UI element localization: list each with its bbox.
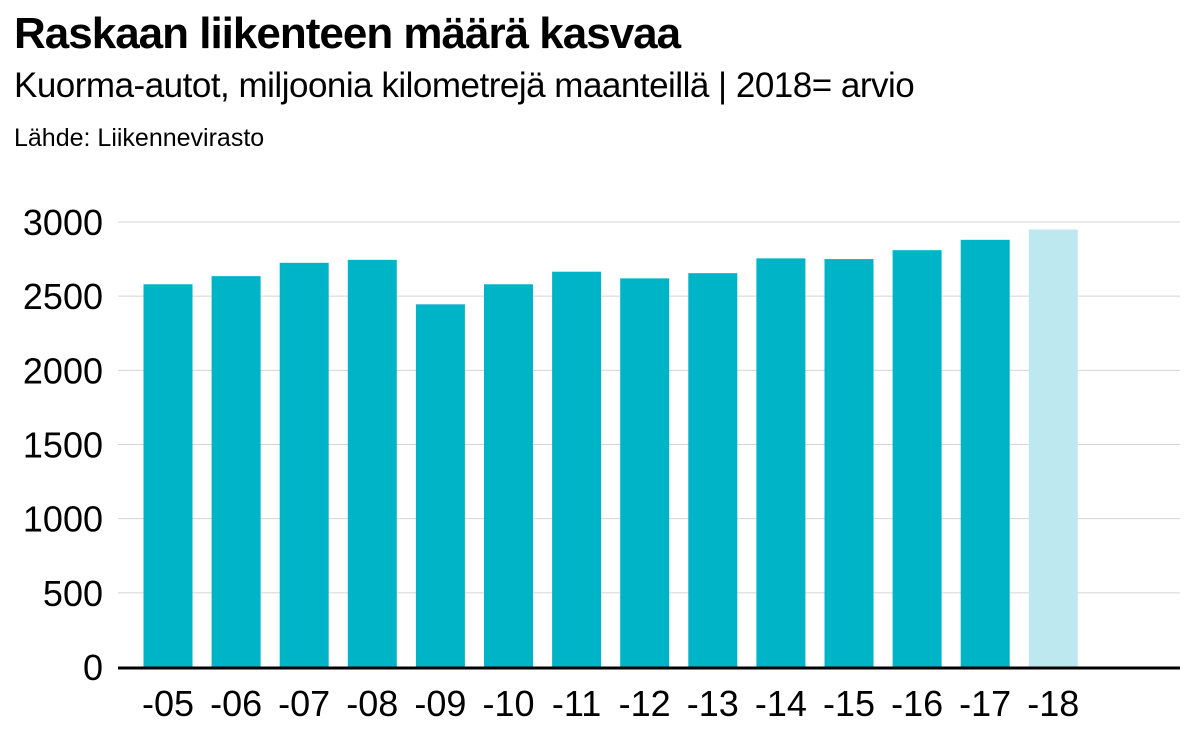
bar bbox=[688, 273, 738, 667]
y-tick-label: 1000 bbox=[23, 499, 103, 540]
x-axis-tick-labels: -05 -06 -07 -08 -09 -10 -11 -12 -13 -14 -15 -16 -17-… bbox=[142, 683, 1079, 724]
bar bbox=[756, 258, 806, 667]
x-tick-label: -05 bbox=[142, 683, 194, 724]
y-tick-label: 3000 bbox=[23, 202, 103, 243]
chart-subtitle: Kuorma-autot, miljoonia kilometrejä maan… bbox=[14, 66, 915, 105]
chart-title: Raskaan liikenteen määrä kasvaa bbox=[14, 9, 681, 58]
chart-source: Lähde: Liikennevirasto bbox=[14, 124, 265, 152]
x-tick-label: -11 bbox=[552, 683, 601, 724]
x-tick-label: -18 bbox=[1027, 683, 1079, 724]
bar bbox=[892, 250, 942, 667]
x-tick-label: -10 bbox=[482, 683, 534, 724]
bar bbox=[960, 239, 1010, 668]
y-tick-label: 2500 bbox=[23, 276, 103, 317]
bar bbox=[211, 276, 261, 667]
x-tick-label: -16 bbox=[891, 683, 943, 724]
bar bbox=[143, 284, 193, 667]
x-tick-label: -14 bbox=[755, 683, 807, 724]
bars bbox=[143, 229, 1078, 668]
y-tick-label: 2000 bbox=[23, 350, 103, 391]
bar-estimate bbox=[1028, 229, 1078, 667]
bar bbox=[824, 259, 874, 667]
x-tick-label: -08 bbox=[346, 683, 398, 724]
bar bbox=[484, 284, 533, 667]
x-tick-label: -13 bbox=[687, 683, 739, 724]
x-tick-label: -06 bbox=[210, 683, 262, 724]
x-tick-label: -17 bbox=[959, 683, 1011, 724]
y-tick-label: 500 bbox=[43, 573, 103, 614]
x-tick-label: -12 bbox=[619, 683, 671, 724]
y-tick-label: 0 bbox=[83, 647, 103, 688]
y-axis-tick-labels: 0 500 1000 1500 2000 2500 3000 bbox=[23, 202, 103, 688]
bar bbox=[620, 278, 670, 667]
bar bbox=[415, 304, 465, 667]
x-tick-label: -15 bbox=[823, 683, 875, 724]
bar bbox=[279, 262, 329, 667]
x-tick-label: -09 bbox=[414, 683, 466, 724]
x-tick-label: -07 bbox=[278, 683, 330, 724]
bar bbox=[552, 271, 602, 667]
y-tick-label: 1500 bbox=[23, 425, 103, 466]
bar bbox=[347, 259, 397, 667]
